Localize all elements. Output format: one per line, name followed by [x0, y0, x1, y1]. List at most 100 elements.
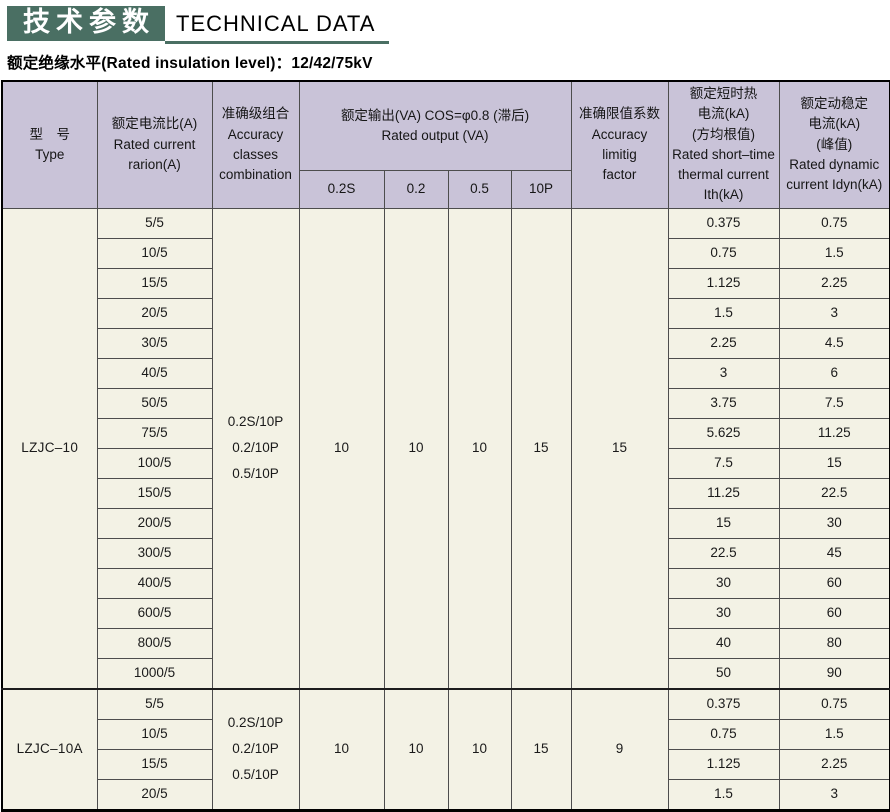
header-subcol-0-2s: 0.2S	[298, 169, 385, 209]
rated-output-cell-10P: 15	[510, 687, 572, 811]
header-rated-output: 额定输出(VA) COS=φ0.8 (滞后) Rated output (VA)	[298, 80, 572, 171]
header-type: 型 号 Type	[1, 80, 98, 209]
table-row: 100/5 7.5 15	[2, 447, 890, 479]
current-ratio-cell: 600/5	[96, 597, 213, 629]
current-ratio-cell: 400/5	[96, 567, 213, 599]
rated-output-cell-0.5: 10	[447, 207, 512, 689]
dynamic-current-cell: 22.5	[778, 477, 890, 509]
table-row: 150/5 11.25 22.5	[2, 477, 890, 509]
current-ratio-cell: 10/5	[96, 237, 213, 269]
current-ratio-cell: 1000/5	[96, 657, 213, 689]
accuracy-combination-cell: 0.2S/10P 0.2/10P 0.5/10P	[211, 687, 300, 811]
thermal-current-cell: 3.75	[667, 387, 780, 419]
thermal-current-cell: 1.5	[667, 297, 780, 329]
table-row: 200/5 15 30	[2, 507, 890, 539]
table-row: 20/5 1.5 3	[2, 778, 890, 811]
table-header: 型 号 Type 额定电流比(A) Rated current rarion(A…	[1, 80, 890, 209]
thermal-current-cell: 15	[667, 507, 780, 539]
rated-output-cell-0.5: 10	[447, 687, 512, 811]
model-type-cell: LZJC–10A	[1, 687, 98, 811]
table-row: 800/5 40 80	[2, 627, 890, 659]
header-thermal-current: 额定短时热 电流(kA) (方均根值) Rated short–time the…	[667, 80, 780, 209]
dynamic-current-cell: 60	[778, 567, 890, 599]
current-ratio-cell: 5/5	[96, 687, 213, 720]
rated-output-cell-0.2S: 10	[298, 687, 385, 811]
dynamic-current-cell: 0.75	[778, 207, 890, 239]
table-row: 40/5 3 6	[2, 357, 890, 389]
dynamic-current-cell: 80	[778, 627, 890, 659]
current-ratio-cell: 50/5	[96, 387, 213, 419]
current-ratio-cell: 150/5	[96, 477, 213, 509]
thermal-current-cell: 40	[667, 627, 780, 659]
table-row: LZJC–10 5/5 0.2S/10P 0.2/10P 0.5/10P 10 10 10…	[1, 207, 890, 689]
rated-output-cell-10P: 15	[510, 207, 572, 689]
accuracy-combination-cell: 0.2S/10P 0.2/10P 0.5/10P	[211, 207, 300, 689]
dynamic-current-cell: 15	[778, 447, 890, 479]
dynamic-current-cell: 7.5	[778, 387, 890, 419]
dynamic-current-cell: 60	[778, 597, 890, 629]
header-subcol-10p: 10P	[510, 169, 572, 209]
dynamic-current-cell: 2.25	[778, 267, 890, 299]
thermal-current-cell: 5.625	[667, 417, 780, 449]
current-ratio-cell: 300/5	[96, 537, 213, 569]
title-row: 技术参数 TECHNICAL DATA	[7, 6, 890, 44]
thermal-current-cell: 0.375	[667, 687, 780, 720]
thermal-current-cell: 7.5	[667, 447, 780, 479]
current-ratio-cell: 15/5	[96, 748, 213, 780]
dynamic-current-cell: 3	[778, 297, 890, 329]
thermal-current-cell: 22.5	[667, 537, 780, 569]
header-row-sub: 0.2S 0.2 0.5 10P	[2, 169, 890, 209]
dynamic-current-cell: 6	[778, 357, 890, 389]
current-ratio-cell: 5/5	[96, 207, 213, 239]
rated-output-cell-0.2: 10	[383, 207, 449, 689]
technical-data-table: 型 号 Type 额定电流比(A) Rated current rarion(A…	[1, 80, 890, 812]
thermal-current-cell: 30	[667, 597, 780, 629]
current-ratio-cell: 20/5	[96, 297, 213, 329]
dynamic-current-cell: 30	[778, 507, 890, 539]
table-body: LZJC–10 5/5 0.2S/10P 0.2/10P 0.5/10P 10 10 10…	[1, 207, 890, 811]
current-ratio-cell: 30/5	[96, 327, 213, 359]
table-row: LZJC–10A 5/5 0.2S/10P 0.2/10P 0.5/10P 10 10 1…	[1, 687, 890, 811]
rated-output-cell-0.2S: 10	[298, 207, 385, 689]
dynamic-current-cell: 1.5	[778, 718, 890, 750]
accuracy-limit-factor-cell: 15	[570, 207, 669, 689]
current-ratio-cell: 40/5	[96, 357, 213, 389]
dynamic-current-cell: 0.75	[778, 687, 890, 720]
dynamic-current-cell: 45	[778, 537, 890, 569]
current-ratio-cell: 20/5	[96, 778, 213, 811]
model-type-cell: LZJC–10	[1, 207, 98, 689]
current-ratio-cell: 200/5	[96, 507, 213, 539]
thermal-current-cell: 0.375	[667, 207, 780, 239]
table-row: 400/5 30 60	[2, 567, 890, 599]
table-row: 15/5 1.125 2.25	[2, 267, 890, 299]
table-row: 10/5 0.75 1.5	[2, 237, 890, 269]
header-subcol-0-2: 0.2	[383, 169, 449, 209]
current-ratio-cell: 800/5	[96, 627, 213, 659]
current-ratio-cell: 75/5	[96, 417, 213, 449]
header-rated-current-ratio: 额定电流比(A) Rated current rarion(A)	[96, 80, 213, 209]
rated-output-cell-0.2: 10	[383, 687, 449, 811]
thermal-current-cell: 30	[667, 567, 780, 599]
thermal-current-cell: 50	[667, 657, 780, 689]
dynamic-current-cell: 2.25	[778, 748, 890, 780]
dynamic-current-cell: 90	[778, 657, 890, 689]
section-title-zh: 技术参数	[7, 6, 165, 41]
header-dynamic-current: 额定动稳定 电流(kA) (峰值) Rated dynamic current …	[778, 80, 890, 209]
dynamic-current-cell: 3	[778, 778, 890, 811]
dynamic-current-cell: 11.25	[778, 417, 890, 449]
header-row-top: 型 号 Type 额定电流比(A) Rated current rarion(A…	[1, 80, 890, 209]
current-ratio-cell: 15/5	[96, 267, 213, 299]
current-ratio-cell: 100/5	[96, 447, 213, 479]
current-ratio-cell: 10/5	[96, 718, 213, 750]
table-row: 15/5 1.125 2.25	[2, 748, 890, 780]
thermal-current-cell: 0.75	[667, 718, 780, 750]
dynamic-current-cell: 4.5	[778, 327, 890, 359]
header-accuracy-limit-factor: 准确限值系数 Accuracy limitig factor	[570, 80, 669, 209]
thermal-current-cell: 3	[667, 357, 780, 389]
table-row: 300/5 22.5 45	[2, 537, 890, 569]
thermal-current-cell: 1.125	[667, 748, 780, 780]
thermal-current-cell: 1.5	[667, 778, 780, 811]
thermal-current-cell: 2.25	[667, 327, 780, 359]
thermal-current-cell: 0.75	[667, 237, 780, 269]
table-row: 10/5 0.75 1.5	[2, 718, 890, 750]
